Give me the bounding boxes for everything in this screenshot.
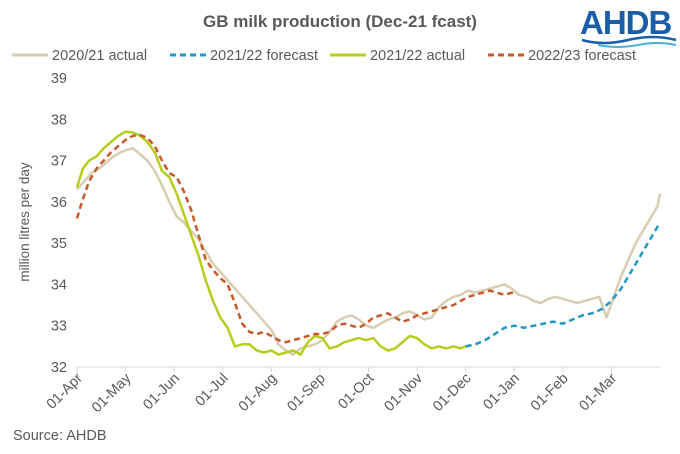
series-lines (75, 130, 662, 356)
x-tick-label: 01-Feb (528, 371, 572, 415)
y-axis-ticks: 32 33 34 35 36 37 38 39 (51, 71, 67, 376)
series-line-2020-21-actual (76, 146, 662, 356)
x-tick-label: 01-Nov (382, 370, 427, 415)
x-tick-label: 01-Aug (236, 371, 280, 415)
source-note: Source: AHDB (13, 428, 107, 444)
y-tick-label: 38 (51, 112, 67, 128)
x-tick-label: 01-Mar (576, 370, 620, 414)
x-tick-label: 01-Sep (284, 371, 328, 415)
x-tick-label: 01-Jul (192, 371, 231, 410)
chart-title: GB milk production (Dec-21 fcast) (203, 12, 477, 31)
x-tick-label: 01-Jan (480, 371, 523, 414)
logo-wave (581, 35, 677, 45)
y-tick-label: 39 (51, 71, 67, 87)
y-tick-label: 35 (51, 236, 67, 252)
x-tick-label: 01-Apr (44, 370, 86, 412)
x-axis-ticks: 01-Apr 01-May 01-Jun 01-Jul 01-Aug 01-Sep 01-O… (44, 367, 620, 416)
ahdb-logo: AHDB (580, 4, 677, 48)
legend-label-2021-22-forecast: 2021/22 forecast (210, 48, 318, 64)
y-tick-label: 37 (51, 154, 67, 170)
ahdb-logo-text: AHDB (580, 4, 671, 41)
series-line-2022-23-forecast (75, 133, 515, 344)
logo-wave-2 (597, 42, 677, 48)
y-tick-label: 32 (51, 360, 67, 376)
y-tick-label: 34 (51, 277, 67, 293)
x-tick-label: 01-Jun (140, 371, 183, 414)
y-tick-label: 36 (51, 195, 67, 211)
legend-label-2022-23-forecast: 2022/23 forecast (528, 48, 636, 64)
y-axis-label: million litres per day (17, 162, 32, 282)
x-tick-label: 01-May (89, 370, 135, 416)
series-line-2021-22-forecast (465, 221, 662, 348)
legend-label-2021-22-actual: 2021/22 actual (370, 48, 465, 64)
legend-label-2020-21-actual: 2020/21 actual (52, 48, 147, 64)
legend: 2020/21 actual 2021/22 forecast 2021/22 … (12, 48, 636, 64)
x-tick-label: 01-Dec (430, 371, 474, 415)
x-tick-label: 01-Oct (335, 371, 377, 413)
y-tick-label: 33 (51, 319, 67, 335)
